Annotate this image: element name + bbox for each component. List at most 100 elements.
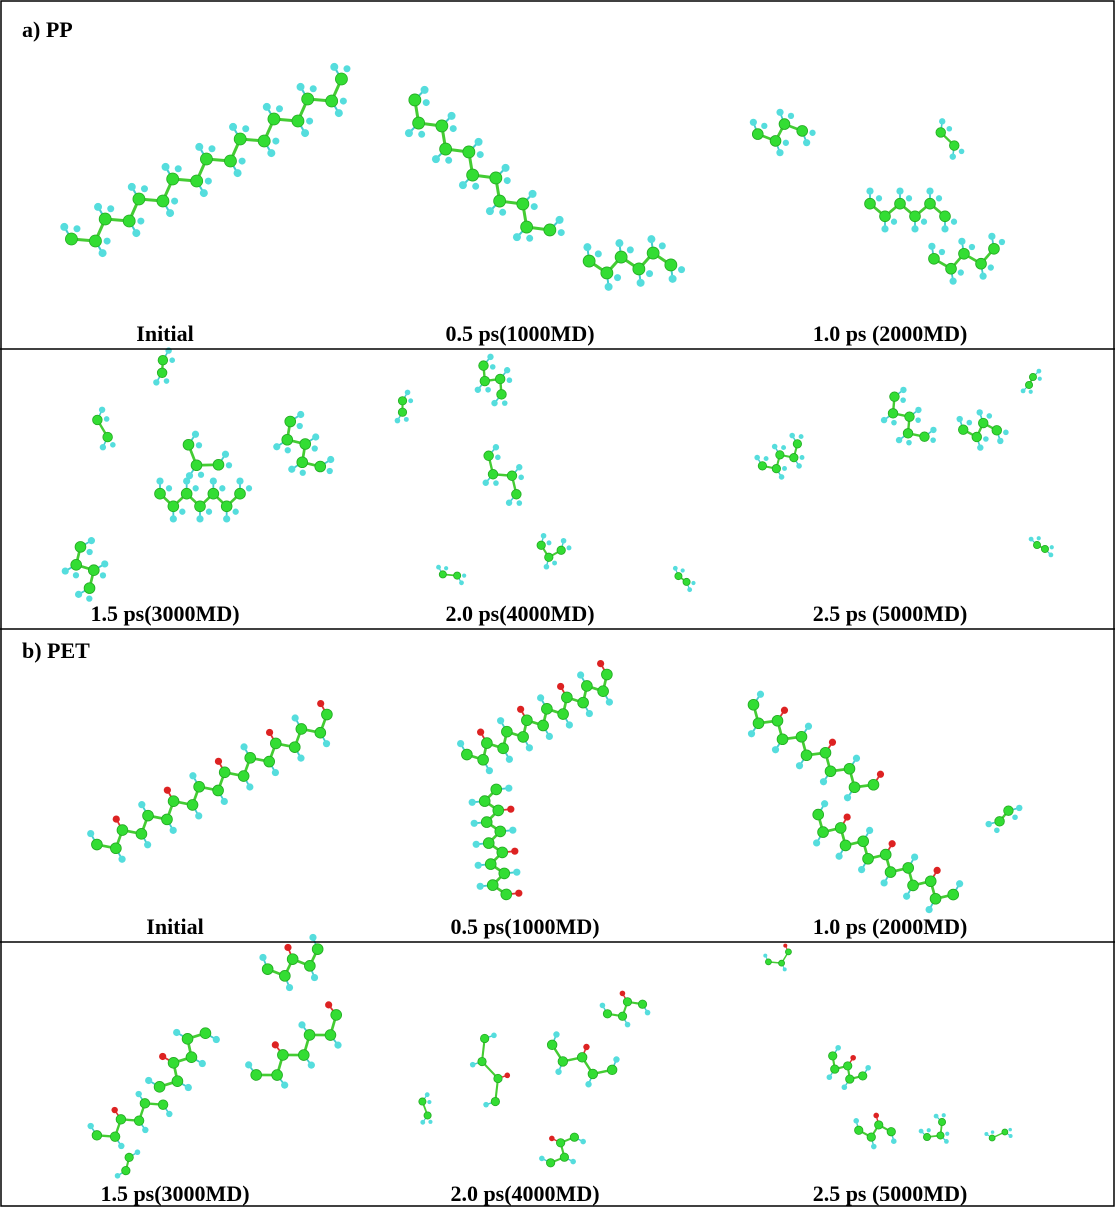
atom xyxy=(544,564,550,570)
atom xyxy=(219,485,225,491)
atom xyxy=(200,189,208,197)
atom xyxy=(895,198,906,209)
atom xyxy=(927,1128,931,1132)
atom xyxy=(586,710,593,717)
atom xyxy=(521,221,533,233)
atom xyxy=(60,223,68,231)
atom xyxy=(945,1132,949,1136)
atom xyxy=(984,1132,988,1136)
atom xyxy=(506,756,513,763)
atom xyxy=(859,1072,867,1080)
caption: Initial xyxy=(146,914,203,939)
atom xyxy=(600,1003,606,1009)
atom xyxy=(264,756,275,767)
atom xyxy=(340,98,347,105)
page: {"panels": [ {"label": "a) PP", "rows": … xyxy=(0,0,1115,1207)
atom xyxy=(615,251,627,263)
atom xyxy=(761,123,767,129)
atom xyxy=(481,817,492,828)
atom xyxy=(853,1118,859,1124)
atom xyxy=(844,813,851,820)
atom xyxy=(880,849,891,860)
atom xyxy=(764,456,769,461)
atom xyxy=(887,1128,895,1136)
atom xyxy=(825,766,836,777)
atom xyxy=(450,125,457,132)
atom xyxy=(312,433,319,440)
atom xyxy=(73,572,79,578)
atom xyxy=(273,443,280,450)
atom xyxy=(420,1120,425,1125)
atom xyxy=(546,1159,554,1167)
atom xyxy=(517,198,529,210)
atom xyxy=(785,949,791,955)
atom xyxy=(135,1149,141,1155)
atom xyxy=(827,1074,833,1080)
atom xyxy=(994,827,1000,833)
atom xyxy=(855,1126,863,1134)
atom xyxy=(920,432,930,442)
atom xyxy=(881,417,887,423)
atom xyxy=(776,451,784,459)
atom xyxy=(118,1143,124,1149)
atom xyxy=(100,572,106,578)
atom xyxy=(967,420,973,426)
atom xyxy=(521,715,532,726)
atom xyxy=(840,840,851,851)
atom xyxy=(988,233,995,240)
atom xyxy=(958,425,968,435)
atom xyxy=(939,249,945,255)
atom xyxy=(499,868,510,879)
atom xyxy=(213,785,224,796)
atom xyxy=(479,796,490,807)
atom xyxy=(99,407,105,413)
atom xyxy=(186,472,193,479)
atom xyxy=(71,559,82,570)
atom xyxy=(578,697,589,708)
atom xyxy=(783,140,789,146)
atom xyxy=(958,269,964,275)
atom xyxy=(515,890,522,897)
atom xyxy=(750,119,757,126)
atom xyxy=(327,456,334,463)
atom xyxy=(233,509,239,515)
atom xyxy=(327,468,333,474)
caption: 2.0 ps(4000MD) xyxy=(450,1181,599,1206)
atom xyxy=(481,738,492,749)
atom xyxy=(497,847,508,858)
atom xyxy=(1012,814,1018,820)
atom xyxy=(557,683,564,690)
atom xyxy=(331,1010,342,1021)
atom xyxy=(1029,373,1036,380)
atom xyxy=(627,246,634,253)
atom xyxy=(208,145,215,152)
atom xyxy=(469,799,476,806)
atom xyxy=(485,387,491,393)
atom xyxy=(507,377,513,383)
atom xyxy=(251,1070,262,1081)
atom xyxy=(1016,805,1022,811)
atom xyxy=(266,729,273,736)
atom xyxy=(1041,545,1048,552)
atom xyxy=(239,158,246,165)
atom xyxy=(480,1034,488,1042)
atom xyxy=(297,457,308,468)
atom xyxy=(1021,389,1026,394)
atom xyxy=(544,224,556,236)
atom xyxy=(976,258,987,269)
atom xyxy=(502,400,508,406)
atom xyxy=(236,478,243,485)
atom xyxy=(831,1065,839,1073)
atom xyxy=(959,149,965,155)
atom xyxy=(166,209,174,217)
atom xyxy=(531,203,538,210)
atom xyxy=(583,1044,589,1050)
atom xyxy=(881,879,888,886)
atom xyxy=(583,255,595,267)
atom xyxy=(867,1133,875,1141)
atom xyxy=(934,867,941,874)
atom xyxy=(478,1057,486,1065)
atom xyxy=(138,801,145,808)
atom xyxy=(133,193,145,205)
atom xyxy=(398,408,406,416)
